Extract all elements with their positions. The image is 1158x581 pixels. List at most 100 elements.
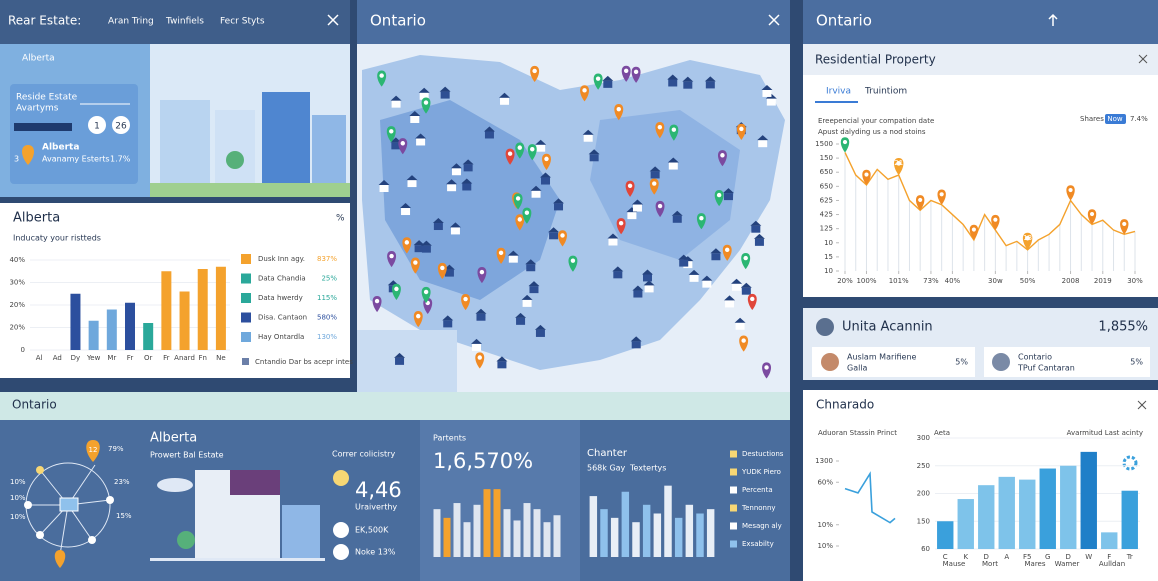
house <box>522 299 532 307</box>
roof <box>553 198 565 204</box>
legend-label: Data Chandia <box>258 275 306 283</box>
house <box>484 131 494 139</box>
pin <box>522 207 532 224</box>
pin-dot <box>404 240 410 245</box>
pin-dot <box>560 233 565 238</box>
house <box>433 223 443 231</box>
y-tick-label: 20% <box>9 324 25 332</box>
house <box>531 190 541 198</box>
pin-dot <box>720 153 725 158</box>
y-tick-label: 425 <box>820 211 833 219</box>
close-icon[interactable] <box>1138 54 1148 64</box>
pin <box>655 200 665 218</box>
house <box>632 204 642 212</box>
pin-dot <box>423 100 429 105</box>
panel-icon[interactable]: % <box>336 214 345 224</box>
badge-label[interactable]: Now <box>1107 115 1123 123</box>
building <box>215 110 255 185</box>
legend-label: Data hwerdy <box>258 294 303 302</box>
close-icon[interactable] <box>327 14 339 26</box>
bar <box>493 489 501 557</box>
house <box>683 81 693 89</box>
pin-dot <box>400 141 405 146</box>
panel-title: Alberta <box>13 211 60 226</box>
ground <box>150 183 350 197</box>
hub <box>59 497 79 512</box>
house <box>476 313 486 321</box>
house <box>419 92 429 100</box>
close-icon[interactable] <box>1137 400 1147 410</box>
roof <box>649 166 661 172</box>
x-tick-label: D <box>984 553 989 561</box>
network-label: 10% <box>10 513 26 521</box>
y-tick-label: 15 <box>824 253 833 261</box>
roof <box>602 75 614 81</box>
pin-dot <box>971 227 976 232</box>
bar <box>653 513 662 557</box>
roof <box>439 86 451 92</box>
card-sub: TPuf Cantaran <box>1017 364 1075 373</box>
tab[interactable]: Irviva <box>826 87 851 97</box>
up-icon[interactable] <box>1048 13 1058 26</box>
bar <box>179 291 190 350</box>
pin-dot <box>716 192 722 198</box>
card-value: 5% <box>955 358 968 367</box>
pin <box>515 142 525 159</box>
legend-label: Mesagn aly <box>742 522 782 530</box>
pin-dot <box>517 217 522 222</box>
x-tick-label: 2008 <box>1062 277 1080 285</box>
y-tick-label: 650 <box>820 168 833 176</box>
stat-big: 4,46 <box>355 478 402 502</box>
roof <box>413 240 425 246</box>
tab[interactable]: Twinfiels <box>165 17 204 27</box>
pin-dot <box>394 286 399 292</box>
pin <box>413 311 423 328</box>
gear-icon[interactable] <box>1122 455 1138 471</box>
strip-title: Ontario <box>12 398 57 412</box>
bar <box>998 476 1015 549</box>
pin <box>593 73 603 90</box>
annotation: 21 <box>894 159 903 167</box>
contact-card[interactable] <box>812 347 975 377</box>
tab[interactable]: Truintiom <box>864 87 907 97</box>
house <box>391 142 401 150</box>
legend-label: Percenta <box>742 486 773 494</box>
roof <box>432 218 444 224</box>
pin-dot <box>530 147 535 152</box>
pin <box>741 252 751 270</box>
roof <box>607 233 619 239</box>
tab[interactable]: Fecr Styts <box>220 17 265 27</box>
y-tick-label: 1300 <box>815 457 833 465</box>
roof <box>671 210 683 216</box>
label: Avarmitud Last acinty <box>1067 429 1143 437</box>
panel-title: Ontario <box>816 12 872 30</box>
y-tick-label: 10% <box>817 542 833 550</box>
bar <box>161 271 172 350</box>
pin-text: Avanamy Esterts <box>42 155 110 164</box>
contact-card[interactable] <box>984 347 1150 377</box>
house <box>526 264 536 272</box>
card-name: Auslam Marifiene <box>847 353 917 362</box>
pin-dot <box>699 215 704 221</box>
pin <box>402 237 412 254</box>
tab[interactable]: Aran Tring <box>108 17 154 27</box>
y-tick-label: 150 <box>820 154 833 162</box>
house <box>536 144 546 152</box>
house <box>608 238 618 246</box>
pin <box>1120 219 1129 235</box>
pin <box>717 150 727 167</box>
badge[interactable] <box>1105 114 1126 124</box>
house <box>554 203 564 211</box>
roof <box>394 352 406 358</box>
x-tick-label: 100% <box>856 277 876 285</box>
ground <box>150 558 325 561</box>
pin <box>530 65 540 82</box>
y-tick-label: 0 <box>21 346 25 354</box>
roof <box>450 163 462 169</box>
close-icon[interactable] <box>768 14 780 26</box>
tree <box>226 151 244 169</box>
footer-label: Mort <box>982 560 998 568</box>
pin <box>568 255 578 272</box>
house <box>644 285 654 293</box>
